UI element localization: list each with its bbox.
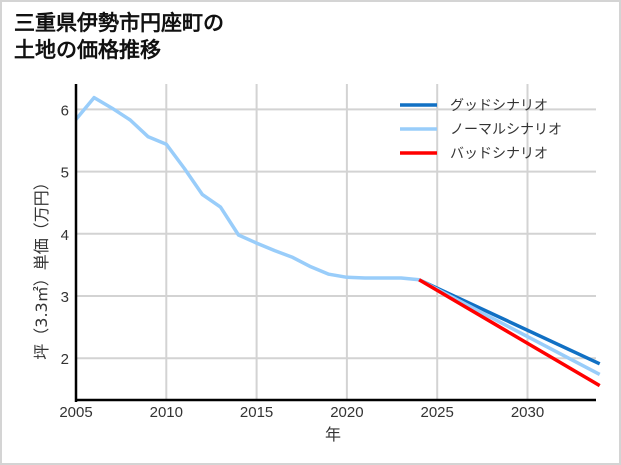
x-tick-label: 2010 [150, 404, 183, 421]
y-tick-label: 2 [61, 351, 69, 368]
legend-label-1: ノーマルシナリオ [450, 122, 562, 138]
series-line-1 [74, 95, 601, 376]
x-tick-label: 2015 [240, 404, 273, 421]
series-line-2 [418, 278, 601, 388]
y-tick-label: 6 [61, 102, 69, 119]
y-tick-label: 3 [61, 289, 69, 306]
y-tick-label: 5 [61, 165, 69, 182]
x-tick-label: 2025 [421, 404, 454, 421]
legend-label-0: グッドシナリオ [450, 98, 548, 114]
y-axis-label: 坪（3.3㎡）単価（万円） [32, 174, 51, 359]
x-tick-label: 2030 [511, 404, 544, 421]
x-tick-label: 2005 [59, 404, 92, 421]
y-tick-label: 4 [61, 227, 69, 244]
x-tick-label: 2020 [330, 404, 363, 421]
chart-title: 三重県伊勢市円座町の 土地の価格推移 [14, 10, 224, 64]
legend-label-2: バッドシナリオ [450, 146, 548, 162]
title-line-1: 三重県伊勢市円座町の [14, 11, 224, 35]
title-line-2: 土地の価格推移 [14, 38, 161, 62]
x-axis-label: 年 [325, 425, 341, 444]
